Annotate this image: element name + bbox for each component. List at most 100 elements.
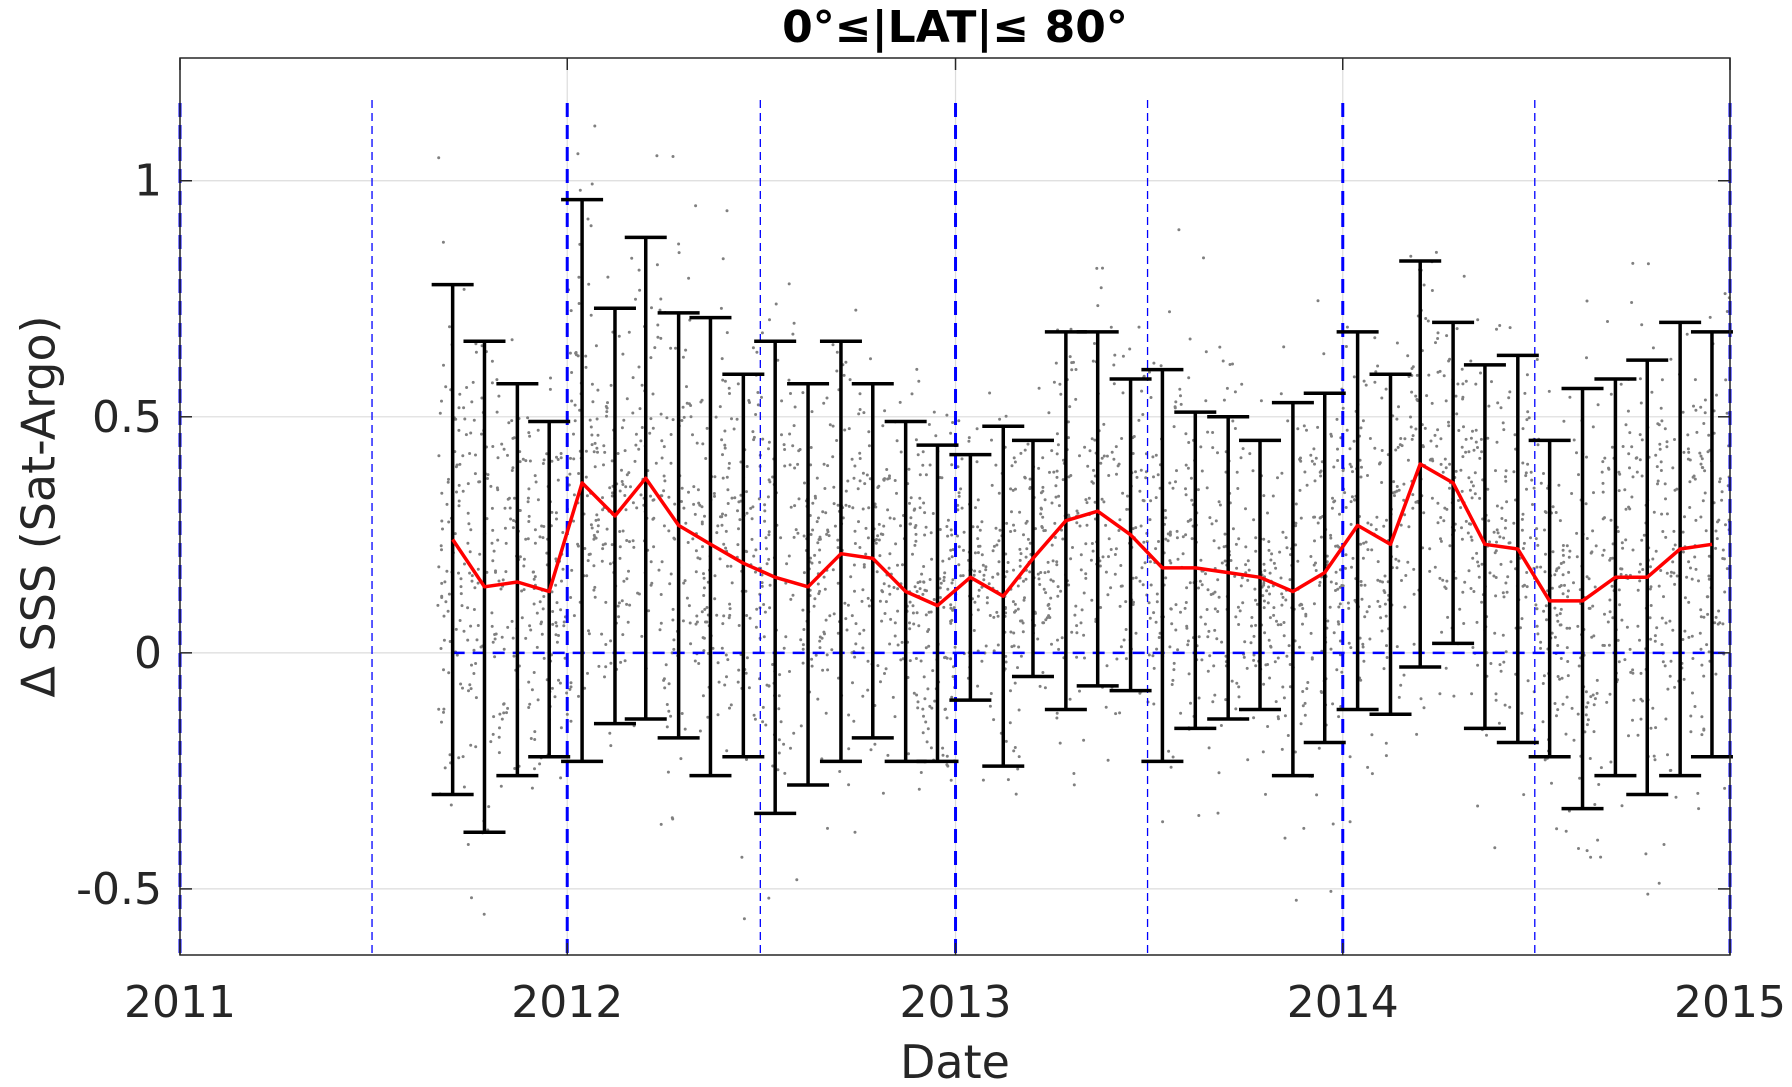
- scatter-point: [1576, 712, 1580, 716]
- scatter-point: [996, 572, 1000, 576]
- scatter-point: [1179, 610, 1182, 614]
- scatter-point: [472, 672, 476, 675]
- scatter-point: [1375, 515, 1379, 519]
- scatter-point: [1016, 607, 1020, 611]
- scatter-point: [1701, 466, 1705, 470]
- scatter-point: [1592, 730, 1596, 734]
- scatter-point: [767, 557, 771, 561]
- scatter-point: [1366, 521, 1370, 525]
- scatter-point: [1083, 656, 1086, 660]
- scatter-point: [1370, 772, 1374, 776]
- scatter-point: [942, 575, 946, 579]
- scatter-point: [533, 528, 537, 532]
- scatter-point: [659, 412, 663, 416]
- scatter-point: [1461, 455, 1465, 459]
- scatter-point: [1254, 664, 1258, 668]
- scatter-point: [1114, 445, 1118, 449]
- scatter-point: [616, 604, 620, 608]
- scatter-point: [960, 506, 964, 510]
- scatter-point: [1558, 585, 1562, 589]
- scatter-point: [1606, 620, 1610, 624]
- scatter-point: [1385, 656, 1389, 659]
- scatter-point: [760, 331, 764, 335]
- scatter-point: [631, 376, 635, 380]
- scatter-point: [625, 539, 629, 542]
- scatter-point: [1505, 590, 1509, 594]
- scatter-point: [454, 627, 458, 631]
- scatter-point: [858, 546, 862, 549]
- scatter-point: [649, 560, 653, 564]
- scatter-point: [1489, 662, 1493, 665]
- scatter-point: [973, 600, 977, 604]
- scatter-point: [1046, 570, 1050, 574]
- scatter-point: [1556, 675, 1560, 678]
- scatter-point: [623, 449, 627, 453]
- scatter-point: [1373, 446, 1377, 450]
- scatter-point: [1686, 433, 1690, 437]
- scatter-point: [1572, 581, 1575, 585]
- scatter-point: [880, 589, 884, 593]
- scatter-point: [1452, 694, 1456, 698]
- scatter-point: [1653, 758, 1657, 762]
- scatter-point: [823, 632, 826, 636]
- scatter-point: [946, 587, 950, 591]
- scatter-point: [720, 438, 724, 442]
- scatter-point: [1471, 556, 1475, 560]
- scatter-point: [1366, 474, 1369, 477]
- scatter-point: [1494, 549, 1498, 553]
- scatter-point: [939, 581, 943, 585]
- scatter-point: [472, 418, 476, 422]
- scatter-point: [504, 570, 508, 574]
- scatter-point: [1445, 579, 1449, 583]
- scatter-point: [469, 431, 473, 435]
- scatter-point: [569, 596, 573, 599]
- scatter-point: [621, 529, 625, 533]
- scatter-point: [977, 588, 981, 592]
- scatter-point: [1628, 647, 1632, 651]
- scatter-point: [1373, 380, 1377, 384]
- scatter-point: [844, 489, 848, 493]
- scatter-point: [752, 713, 756, 717]
- scatter-point: [1012, 631, 1016, 635]
- scatter-point: [588, 552, 592, 556]
- scatter-point: [991, 549, 995, 553]
- scatter-point: [1376, 578, 1380, 582]
- scatter-point: [1494, 692, 1498, 696]
- scatter-point: [465, 386, 469, 389]
- scatter-point: [1443, 506, 1447, 510]
- scatter-point: [649, 356, 653, 360]
- scatter-point: [1024, 555, 1028, 559]
- scatter-point: [670, 816, 674, 820]
- scatter-point: [651, 517, 655, 521]
- scatter-point: [1132, 600, 1135, 604]
- scatter-point: [1202, 256, 1205, 260]
- scatter-point: [1392, 480, 1396, 484]
- scatter-point: [1694, 567, 1698, 571]
- scatter-point: [918, 587, 922, 591]
- scatter-point: [634, 432, 638, 436]
- scatter-point: [822, 462, 826, 466]
- scatter-point: [727, 461, 731, 465]
- scatter-point: [703, 607, 707, 611]
- scatter-point: [1656, 482, 1659, 486]
- scatter-point: [689, 415, 693, 419]
- scatter-point: [1454, 469, 1458, 473]
- scatter-point: [723, 683, 727, 687]
- scatter-point: [1385, 644, 1388, 648]
- scatter-point: [1488, 571, 1492, 575]
- scatter-point: [1422, 706, 1426, 710]
- scatter-point: [1006, 778, 1010, 782]
- scatter-point: [1584, 713, 1588, 717]
- scatter-point: [1433, 565, 1437, 569]
- scatter-point: [1112, 382, 1116, 386]
- scatter-point: [1255, 602, 1259, 606]
- scatter-point: [1008, 721, 1012, 725]
- scatter-point: [913, 543, 917, 547]
- scatter-point: [749, 506, 753, 510]
- scatter-point: [1507, 541, 1511, 545]
- scatter-point: [956, 465, 960, 469]
- scatter-point: [471, 380, 475, 384]
- scatter-point: [1184, 533, 1188, 537]
- scatter-point: [1338, 602, 1342, 606]
- scatter-point: [1196, 488, 1200, 492]
